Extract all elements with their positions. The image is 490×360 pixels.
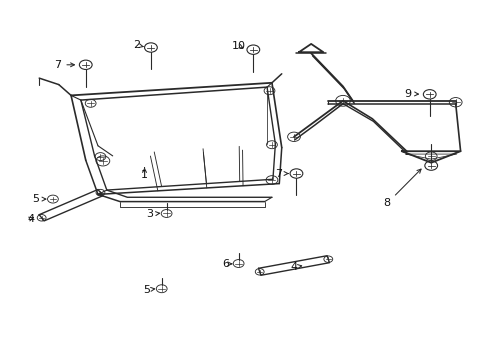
- Text: 1: 1: [141, 167, 148, 180]
- Text: 5: 5: [32, 194, 46, 204]
- Text: 10: 10: [232, 41, 246, 51]
- Text: 6: 6: [222, 259, 232, 269]
- Text: 7: 7: [54, 60, 74, 70]
- Text: 2: 2: [133, 40, 143, 50]
- Text: 4: 4: [27, 213, 34, 224]
- Text: 7: 7: [275, 168, 288, 179]
- Text: 9: 9: [404, 89, 418, 99]
- Text: 3: 3: [146, 209, 160, 219]
- Text: 5: 5: [144, 285, 155, 295]
- Text: 8: 8: [384, 169, 421, 208]
- Text: 4: 4: [291, 262, 302, 272]
